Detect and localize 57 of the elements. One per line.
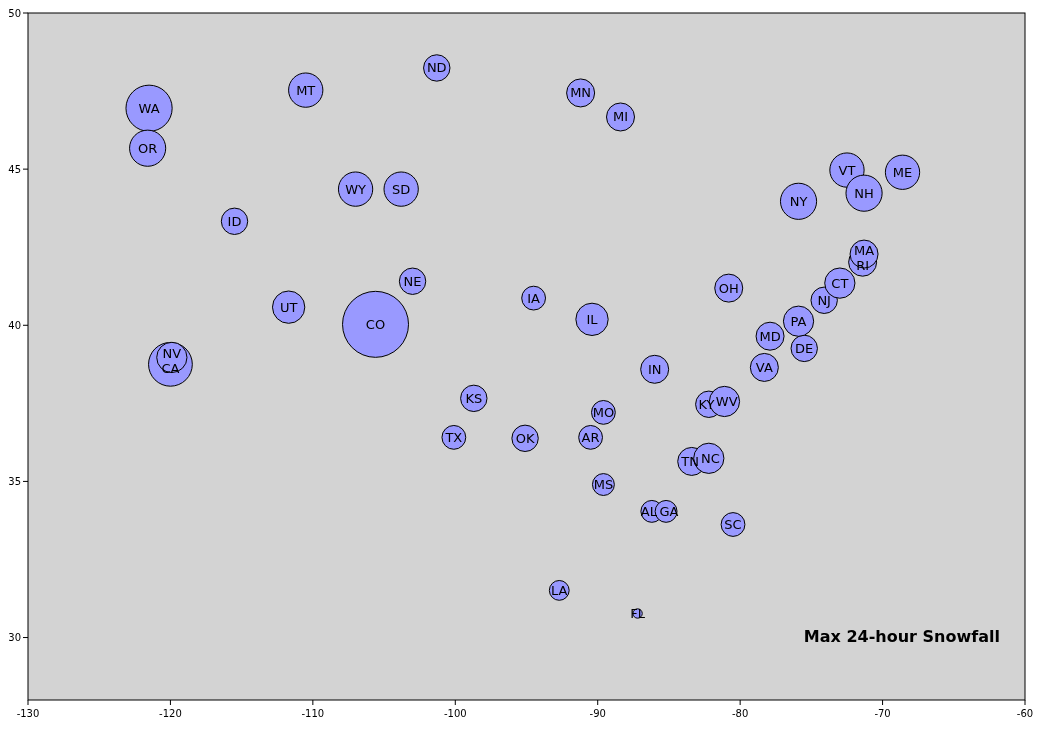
annotation: AR <box>581 429 600 445</box>
x-tick-label: -120 <box>159 708 182 719</box>
annotation: AL <box>640 503 658 519</box>
annotation: OH <box>718 280 739 296</box>
annotation: LA <box>551 582 568 598</box>
y-tick-label: 45 <box>8 163 21 175</box>
y-tick-label: 35 <box>8 475 21 487</box>
x-tick-label: -60 <box>1016 708 1034 719</box>
annotation: DE <box>795 340 814 356</box>
annotation: IN <box>647 361 662 377</box>
annotation: WV <box>715 393 738 409</box>
annotation: GA <box>659 503 679 519</box>
annotation: SC <box>724 517 742 532</box>
annotation: NY <box>789 193 808 209</box>
annotation: ND <box>426 60 447 76</box>
x-tick-label: -110 <box>301 708 325 719</box>
y-tick-label: 30 <box>8 632 21 644</box>
annotation: TN <box>680 453 700 469</box>
x-tick-label: -130 <box>16 708 40 719</box>
annotation: MD <box>759 328 781 344</box>
annotation: OK <box>515 430 535 446</box>
annotation: OR <box>138 140 158 156</box>
annotation: MO <box>592 404 615 420</box>
annotation: VA <box>755 359 773 375</box>
text: Max 24-hour Snowfall <box>803 627 1000 646</box>
annotation: KS <box>465 390 483 406</box>
annotation: MA <box>854 243 875 259</box>
annotation: CT <box>831 275 849 291</box>
annotation: MT <box>296 82 316 98</box>
x-tick-label: -80 <box>731 708 749 719</box>
x-tick-label: -90 <box>589 708 606 719</box>
annotation: NH <box>854 185 874 201</box>
annotation: IL <box>586 311 599 327</box>
annotation: NJ <box>817 292 831 308</box>
annotation: SD <box>392 181 411 197</box>
annotation: VT <box>838 162 856 178</box>
annotation: CA <box>161 360 180 376</box>
annotation: WA <box>138 100 160 116</box>
annotation: ID <box>227 213 242 229</box>
annotation: CO <box>365 316 386 332</box>
annotation: WY <box>345 181 367 197</box>
annotation: PA <box>790 313 807 329</box>
annotation: NE <box>403 273 422 289</box>
annotation: FL <box>630 606 646 621</box>
annotation: NV <box>162 345 182 361</box>
annotation: NC <box>700 450 720 466</box>
annotation: MI <box>612 109 629 125</box>
annotation: ME <box>892 164 913 180</box>
y-tick-label: 50 <box>8 7 21 19</box>
annotation: UT <box>279 299 298 315</box>
annotation: MN <box>570 85 592 101</box>
annotation: TX <box>444 429 463 445</box>
annotation: MS <box>593 477 614 493</box>
y-tick-label: 40 <box>8 319 21 331</box>
annotation: IA <box>527 290 541 306</box>
x-tick-label: -70 <box>874 708 891 719</box>
x-tick-label: -100 <box>443 708 467 719</box>
